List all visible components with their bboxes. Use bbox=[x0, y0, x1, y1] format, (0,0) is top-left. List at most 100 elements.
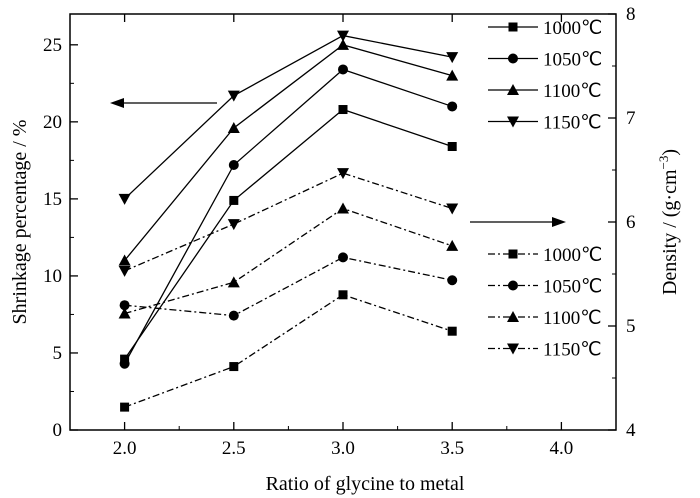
density-point bbox=[227, 276, 240, 288]
left-axis-ticks: 0 5 10 15 20 25 bbox=[43, 35, 78, 441]
density-line bbox=[124, 294, 453, 408]
density-point bbox=[337, 168, 349, 180]
density-point bbox=[338, 290, 348, 300]
shrinkage-point bbox=[229, 195, 239, 205]
density-point bbox=[447, 275, 458, 286]
left-axis-label: Shrinkage percentage / % bbox=[9, 120, 31, 325]
right-arrow-head bbox=[552, 217, 566, 227]
right-axis-label-main: Density / (g·cm bbox=[659, 169, 681, 295]
shrinkage-series-3 bbox=[118, 30, 459, 205]
shrinkage-line bbox=[124, 44, 453, 261]
shrinkage-point bbox=[228, 159, 239, 170]
shrinkage-point bbox=[338, 64, 348, 75]
shrinkage-series-1 bbox=[119, 64, 458, 369]
shrinkage-point bbox=[337, 30, 349, 42]
density-legend-marker bbox=[507, 311, 519, 322]
right-y-tick-label: 7 bbox=[626, 108, 636, 129]
shrinkage-line bbox=[124, 108, 453, 360]
density-legend-marker bbox=[508, 280, 518, 291]
density-point bbox=[118, 265, 131, 277]
right-y-tick-label: 6 bbox=[626, 212, 636, 233]
right-y-tick-label: 8 bbox=[626, 4, 636, 25]
shrinkage-series-2 bbox=[118, 38, 459, 266]
density-line bbox=[124, 207, 453, 315]
density-legend-entry: 1000℃ bbox=[488, 245, 602, 266]
left-y-tick-label: 10 bbox=[43, 266, 62, 287]
left-y-tick-label: 25 bbox=[43, 35, 62, 56]
density-point bbox=[229, 362, 239, 372]
shrinkage-point bbox=[337, 38, 349, 50]
density-legend-entry: 1150℃ bbox=[488, 340, 602, 361]
density-point bbox=[446, 203, 459, 215]
shrinkage-point bbox=[338, 105, 348, 115]
right-axis-label: Density / (g·cm−3) bbox=[656, 149, 681, 295]
density-legend-marker bbox=[508, 249, 518, 259]
left-y-tick-label: 20 bbox=[43, 112, 62, 133]
right-axis-ticks: 4 5 6 7 8 bbox=[608, 4, 636, 441]
shrinkage-legend-marker bbox=[507, 84, 519, 95]
shrinkage-series-0 bbox=[120, 105, 457, 364]
shrinkage-legend-marker bbox=[507, 116, 519, 128]
shrinkage-point bbox=[446, 52, 459, 64]
density-series-3 bbox=[118, 168, 459, 277]
left-arrow-head bbox=[110, 98, 124, 108]
series-layer bbox=[118, 30, 459, 412]
density-point bbox=[447, 326, 457, 336]
right-y-tick-label: 5 bbox=[626, 316, 636, 337]
legend: 1000℃ 1050℃ 1100℃ 1150℃ 1000℃ 1050℃ 1100℃ 1150℃ bbox=[488, 18, 602, 361]
left-y-tick-label: 5 bbox=[53, 343, 63, 364]
shrinkage-point bbox=[447, 101, 458, 112]
shrinkage-point bbox=[119, 358, 130, 369]
density-point bbox=[446, 239, 459, 251]
right-axis-label-exponent: −3 bbox=[656, 156, 671, 170]
shrinkage-legend-marker bbox=[508, 22, 518, 32]
shrinkage-point bbox=[118, 193, 131, 205]
left-y-tick-label: 0 bbox=[53, 420, 63, 441]
shrinkage-legend-entry: 1000℃ bbox=[488, 18, 602, 39]
x-tick-label: 2.5 bbox=[222, 438, 246, 459]
shrinkage-legend-label: 1150℃ bbox=[543, 113, 602, 134]
density-legend-label: 1100℃ bbox=[543, 308, 602, 329]
shrinkage-point bbox=[227, 122, 240, 134]
shrinkage-legend-label: 1100℃ bbox=[543, 81, 602, 102]
density-legend-marker bbox=[507, 343, 519, 355]
density-legend-label: 1150℃ bbox=[543, 340, 602, 361]
shrinkage-point bbox=[446, 69, 459, 81]
x-tick-label: 2.0 bbox=[113, 438, 137, 459]
density-series-0 bbox=[120, 290, 457, 412]
shrinkage-legend-label: 1050℃ bbox=[543, 50, 602, 71]
shrinkage-legend-entry: 1150℃ bbox=[488, 113, 602, 134]
right-y-tick-label: 4 bbox=[626, 420, 636, 441]
shrinkage-legend-entry: 1050℃ bbox=[488, 50, 602, 71]
x-tick-label: 3.5 bbox=[440, 438, 464, 459]
x-tick-label: 4.0 bbox=[550, 438, 574, 459]
density-legend-entry: 1100℃ bbox=[488, 308, 602, 329]
shrinkage-line bbox=[124, 68, 453, 365]
density-series-2 bbox=[118, 202, 459, 319]
shrinkage-point bbox=[447, 142, 457, 152]
density-point bbox=[228, 310, 239, 321]
density-point bbox=[338, 252, 348, 263]
density-legend-entry: 1050℃ bbox=[488, 277, 602, 298]
density-point bbox=[227, 219, 240, 231]
density-line bbox=[124, 172, 453, 272]
x-tick-label: 3.0 bbox=[331, 438, 355, 459]
density-series-1 bbox=[119, 252, 458, 321]
density-point bbox=[120, 402, 130, 412]
shrinkage-legend-label: 1000℃ bbox=[543, 18, 602, 39]
shrinkage-point bbox=[227, 90, 240, 102]
shrinkage-line bbox=[124, 34, 453, 200]
shrinkage-point bbox=[118, 254, 131, 266]
density-point bbox=[337, 202, 349, 214]
density-point bbox=[119, 300, 130, 311]
density-point bbox=[118, 307, 131, 319]
right-axis-label-close: ) bbox=[659, 149, 681, 156]
x-axis-ticks: 2.0 2.5 3.0 3.5 4.0 bbox=[113, 14, 574, 459]
density-legend-label: 1050℃ bbox=[543, 277, 602, 298]
left-y-tick-label: 15 bbox=[43, 189, 62, 210]
density-legend-label: 1000℃ bbox=[543, 245, 602, 266]
density-line bbox=[124, 256, 453, 317]
x-axis-label: Ratio of glycine to metal bbox=[266, 473, 465, 495]
annotation-arrows bbox=[110, 98, 566, 227]
